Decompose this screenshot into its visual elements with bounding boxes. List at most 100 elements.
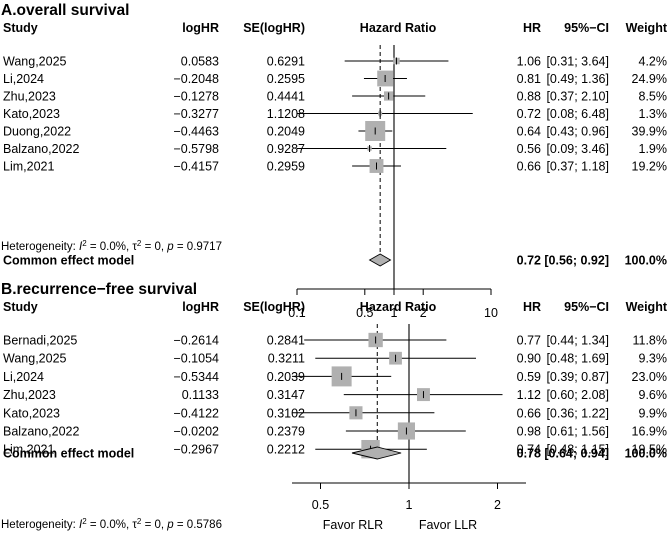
i2-value: = 0.0%, [87, 241, 133, 253]
header-ci: 95%−CI [564, 300, 609, 314]
study-hr: 0.81 [517, 72, 541, 86]
study-weight: 9.9% [639, 406, 668, 420]
study-se: 0.2049 [267, 125, 305, 139]
study-name: Wang,2025 [3, 352, 67, 366]
x-axis-tick-label: 1 [406, 498, 413, 512]
study-name: Duong,2022 [3, 125, 71, 139]
heterogeneity-text: Heterogeneity: I2 = 0.0%, τ2 = 0, p = 0.… [1, 517, 222, 531]
header-hazard-ratio: Hazard Ratio [360, 300, 437, 314]
study-loghr: −0.1054 [173, 352, 219, 366]
study-weight: 4.2% [639, 55, 668, 69]
study-se: 0.2379 [267, 425, 305, 439]
pooled-label: Common effect model [3, 447, 134, 461]
study-ci: [0.48; 1.15] [546, 443, 609, 457]
study-ci: [0.49; 1.36] [546, 72, 609, 86]
panel-title: A.overall survival [1, 2, 129, 19]
header-study: Study [3, 300, 38, 314]
study-ci: [0.37; 1.18] [546, 160, 609, 174]
study-ci: [0.44; 1.34] [546, 334, 609, 348]
study-name: Lim,2021 [3, 160, 54, 174]
study-hr: 0.66 [517, 160, 541, 174]
study-loghr: −0.2614 [173, 334, 219, 348]
study-ci: [0.39; 0.87] [546, 370, 609, 384]
pooled-ci: [0.64; 0.94] [544, 447, 609, 461]
study-se: 0.4441 [267, 90, 305, 104]
heterogeneity-prefix: Heterogeneity: [1, 241, 79, 253]
p-symbol: p [166, 519, 174, 531]
study-loghr: −0.5798 [173, 142, 219, 156]
i2-symbol: I [79, 241, 83, 253]
x-axis-tick-label: 2 [420, 306, 427, 320]
pooled-weight: 100.0% [625, 447, 667, 461]
study-name: Bernadi,2025 [3, 334, 77, 348]
study-loghr: −0.4122 [173, 406, 219, 420]
study-loghr: −0.1278 [173, 90, 219, 104]
study-loghr: −0.3277 [173, 107, 219, 121]
p-value: = 0.9717 [174, 241, 222, 253]
study-hr: 0.64 [517, 125, 541, 139]
study-hr: 0.90 [517, 352, 541, 366]
study-ci: [0.08; 6.48] [546, 107, 609, 121]
study-se: 0.2595 [267, 72, 305, 86]
header-ci: 95%−CI [564, 21, 609, 35]
study-se: 1.1208 [267, 107, 305, 121]
tau-symbol: τ [132, 241, 137, 253]
superscript-2: 2 [82, 239, 87, 248]
study-weight: 23.0% [632, 370, 667, 384]
study-weight: 24.9% [632, 72, 667, 86]
study-ci: [0.60; 2.08] [546, 388, 609, 402]
study-se: 0.2959 [267, 160, 305, 174]
study-se: 0.6291 [267, 55, 305, 69]
study-se: 0.3147 [267, 388, 305, 402]
study-loghr: −0.4157 [173, 160, 219, 174]
pooled-ci: [0.56; 0.92] [544, 254, 609, 268]
x-axis-tick-label: 1 [391, 306, 398, 320]
study-ci: [0.61; 1.56] [546, 425, 609, 439]
study-weight: 1.3% [639, 107, 668, 121]
study-hr: 0.98 [517, 425, 541, 439]
study-se: 0.3211 [268, 352, 305, 366]
study-name: Balzano,2022 [3, 425, 80, 439]
study-se: 0.9287 [267, 142, 305, 156]
study-ci: [0.36; 1.22] [546, 406, 609, 420]
study-se: 0.2841 [267, 334, 305, 348]
study-hr: 0.88 [517, 90, 541, 104]
pooled-weight: 100.0% [625, 254, 667, 268]
study-se: 0.3102 [267, 406, 305, 420]
study-weight: 19.5% [632, 443, 667, 457]
pooled-diamond [351, 446, 402, 460]
header-weight: Weight [626, 300, 668, 314]
study-hr: 0.77 [517, 334, 541, 348]
p-symbol: p [166, 241, 174, 253]
header-weight: Weight [626, 21, 668, 35]
pooled-diamond [368, 253, 392, 267]
header-loghr: logHR [182, 21, 219, 35]
study-name: Wang,2025 [3, 55, 67, 69]
study-hr: 0.56 [517, 142, 541, 156]
study-weight: 9.3% [639, 352, 668, 366]
study-se: 0.2039 [267, 370, 305, 384]
superscript-2: 2 [82, 517, 87, 526]
study-ci: [0.31; 3.64] [546, 55, 609, 69]
study-weight: 19.2% [632, 160, 667, 174]
study-loghr: −0.2967 [173, 443, 219, 457]
header-se: SE(logHR) [243, 300, 305, 314]
i2-value: = 0.0%, [87, 519, 133, 531]
study-hr: 1.12 [517, 388, 541, 402]
study-name: Li,2024 [3, 72, 44, 86]
study-name: Zhu,2023 [3, 388, 56, 402]
study-ci: [0.37; 2.10] [546, 90, 609, 104]
x-axis-tick-label: 0.5 [312, 498, 329, 512]
study-loghr: −0.2048 [173, 72, 219, 86]
study-loghr: −0.0202 [173, 425, 219, 439]
heterogeneity-text: Heterogeneity: I2 = 0.0%, τ2 = 0, p = 0.… [1, 239, 222, 253]
header-hazard-ratio: Hazard Ratio [360, 21, 437, 35]
study-hr: 0.66 [517, 406, 541, 420]
study-name: Zhu,2023 [3, 90, 56, 104]
study-weight: 39.9% [632, 125, 667, 139]
favor-right-label: Favor LLR [419, 518, 477, 532]
study-hr: 0.59 [517, 370, 541, 384]
study-loghr: 0.1133 [182, 388, 219, 402]
superscript-2: 2 [137, 517, 142, 526]
